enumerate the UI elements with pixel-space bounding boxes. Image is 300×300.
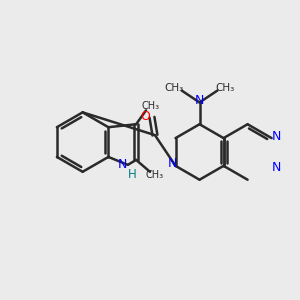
Text: N: N	[272, 130, 281, 142]
Text: CH₃: CH₃	[216, 82, 235, 93]
Text: N: N	[195, 94, 204, 107]
Text: N: N	[272, 161, 281, 174]
Text: N: N	[168, 158, 177, 170]
Text: H: H	[128, 168, 136, 181]
Text: N: N	[118, 158, 128, 171]
Text: CH₃: CH₃	[142, 101, 160, 111]
Text: CH₃: CH₃	[146, 170, 164, 180]
Text: O: O	[140, 110, 150, 123]
Text: CH₃: CH₃	[164, 82, 183, 93]
